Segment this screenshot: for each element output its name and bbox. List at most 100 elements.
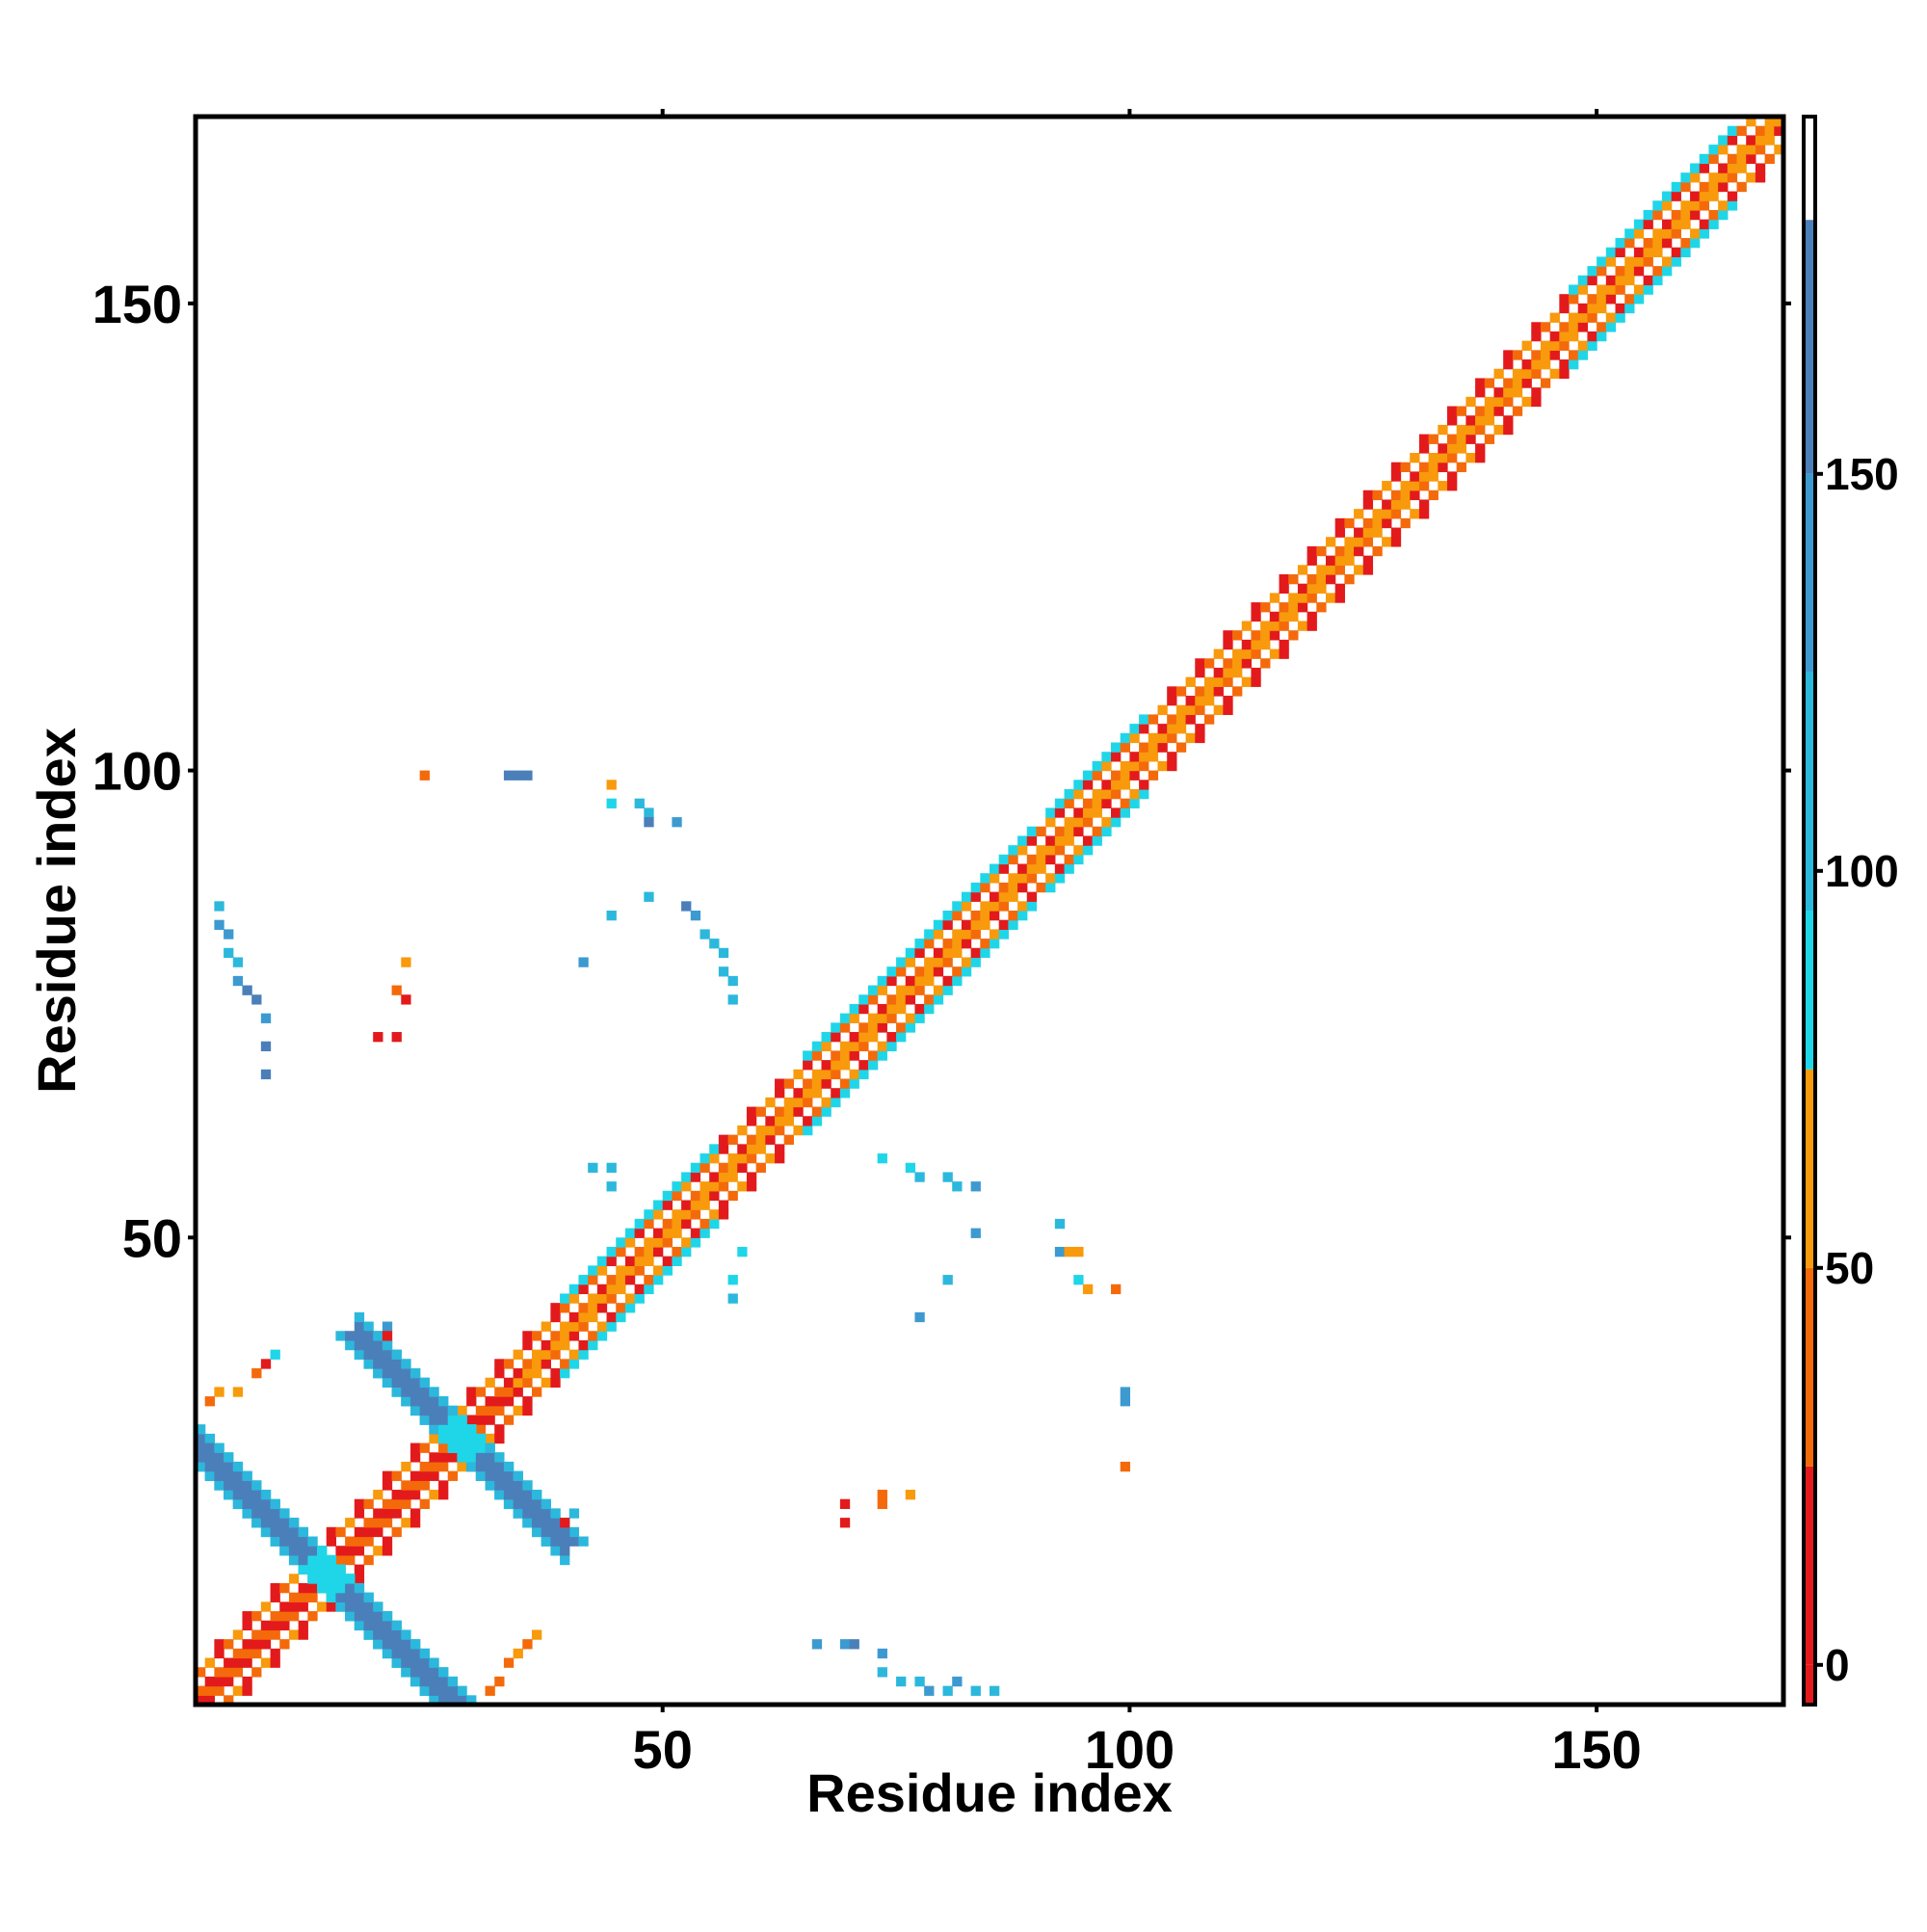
antiparallel-cell [363, 1611, 374, 1622]
diagonal-cell [1101, 798, 1112, 808]
diagonal-cell [1597, 284, 1607, 295]
diagonal-cell [242, 1639, 252, 1650]
antiparallel-cell [345, 1592, 356, 1602]
diagonal-cell [1354, 537, 1364, 547]
diagonal-cell [363, 1518, 374, 1528]
diagonal-cell [1569, 350, 1579, 360]
diagonal-cell [494, 1368, 505, 1379]
antiparallel-cell [363, 1339, 374, 1351]
diagonal-cell [1213, 686, 1224, 697]
diagonal-cell [606, 1284, 617, 1295]
diagonal-cell [588, 1331, 598, 1341]
diagonal-cell [485, 1433, 495, 1444]
diagonal-cell [942, 919, 953, 930]
contact-cell [204, 1396, 215, 1407]
antiparallel-cell [363, 1321, 374, 1332]
diagonal-cell [588, 1303, 598, 1313]
diagonal-cell [578, 1311, 589, 1323]
antiparallel-cell [475, 1461, 487, 1472]
antiparallel-cell [541, 1508, 551, 1519]
diagonal-cell [905, 985, 916, 995]
diagonal-cell [1026, 863, 1038, 874]
diagonal-cell [867, 1013, 879, 1023]
diagonal-cell [568, 1311, 580, 1323]
antiparallel-cell [345, 1611, 356, 1622]
antiparallel-cell [317, 1546, 328, 1556]
diagonal-cell [260, 1657, 272, 1668]
diagonal-cell [1354, 527, 1364, 538]
diagonal-cell [1017, 882, 1028, 893]
diagonal-cell [242, 1611, 252, 1622]
antiparallel-cell [288, 1546, 300, 1556]
antiparallel-cell [363, 1629, 374, 1640]
diagonal-cell [990, 891, 1000, 902]
diagonal-cell [662, 1228, 673, 1238]
diagonal-cell [560, 1339, 570, 1351]
diagonal-cell [793, 1088, 804, 1098]
diagonal-cell [624, 1256, 636, 1266]
diagonal-cell [279, 1582, 290, 1594]
diagonal-cell [839, 1060, 851, 1071]
diagonal-cell [1008, 854, 1018, 865]
diagonal-cell [1643, 256, 1653, 267]
antiparallel-cell [438, 1415, 449, 1425]
antiparallel-cell [409, 1396, 421, 1407]
antiparallel-cell [288, 1554, 300, 1566]
diagonal-cell [1390, 527, 1402, 538]
diagonal-cell [905, 994, 916, 1005]
diagonal-cell [1382, 509, 1392, 519]
diagonal-cell [270, 1620, 280, 1631]
diagonal-cell [485, 1396, 495, 1407]
diagonal-cell [1605, 284, 1617, 295]
diagonal-cell [1157, 704, 1168, 716]
diagonal-cell [1354, 509, 1364, 519]
diagonal-cell [1185, 704, 1196, 716]
diagonal-cell [765, 1097, 776, 1108]
diagonal-cell [196, 1695, 206, 1706]
antiparallel-cell [409, 1405, 421, 1416]
diagonal-cell [419, 1498, 430, 1510]
diagonal-cell [1316, 565, 1327, 575]
diagonal-cell [1615, 284, 1625, 295]
diagonal-cell [513, 1368, 523, 1379]
diagonal-cell [419, 1480, 430, 1491]
diagonal-cell [1549, 312, 1560, 323]
antiparallel-cell [232, 1470, 244, 1481]
antiparallel-cell [401, 1657, 411, 1668]
antiparallel-cell [409, 1667, 421, 1678]
contact-cell [251, 994, 262, 1005]
antiparallel-cell [242, 1480, 252, 1491]
diagonal-cell [522, 1331, 533, 1341]
diagonal-cell [783, 1097, 795, 1108]
diagonal-cell [1279, 648, 1289, 659]
diagonal-cell [447, 1452, 459, 1463]
diagonal-cell [1111, 752, 1122, 762]
diagonal-cell [560, 1359, 570, 1369]
diagonal-cell [224, 1639, 234, 1650]
diagonal-cell [746, 1172, 757, 1182]
diagonal-cell [1120, 807, 1131, 818]
diagonal-cell [924, 966, 935, 977]
contact-cell [522, 770, 533, 781]
diagonal-cell [1764, 153, 1775, 165]
colorbar-band [1804, 1267, 1815, 1467]
diagonal-cell [1175, 724, 1187, 734]
diagonal-cell [606, 1321, 617, 1332]
antiparallel-cell [457, 1415, 467, 1425]
diagonal-cell [1316, 583, 1327, 594]
diagonal-cell [326, 1526, 337, 1538]
diagonal-cell [737, 1125, 748, 1136]
contact-cell [568, 1508, 580, 1519]
antiparallel-cell [494, 1480, 505, 1491]
antiparallel-cell [438, 1667, 449, 1678]
diagonal-cell [1708, 153, 1719, 165]
diagonal-cell [1671, 181, 1681, 193]
contact-cell [718, 966, 729, 977]
contact-cell [373, 1032, 383, 1043]
antiparallel-cell [475, 1442, 487, 1453]
diagonal-cell [1064, 854, 1074, 865]
antiparallel-cell [503, 1498, 515, 1510]
diagonal-cell [1045, 835, 1056, 846]
diagonal-cell [970, 882, 981, 893]
diagonal-cell [1456, 462, 1466, 472]
